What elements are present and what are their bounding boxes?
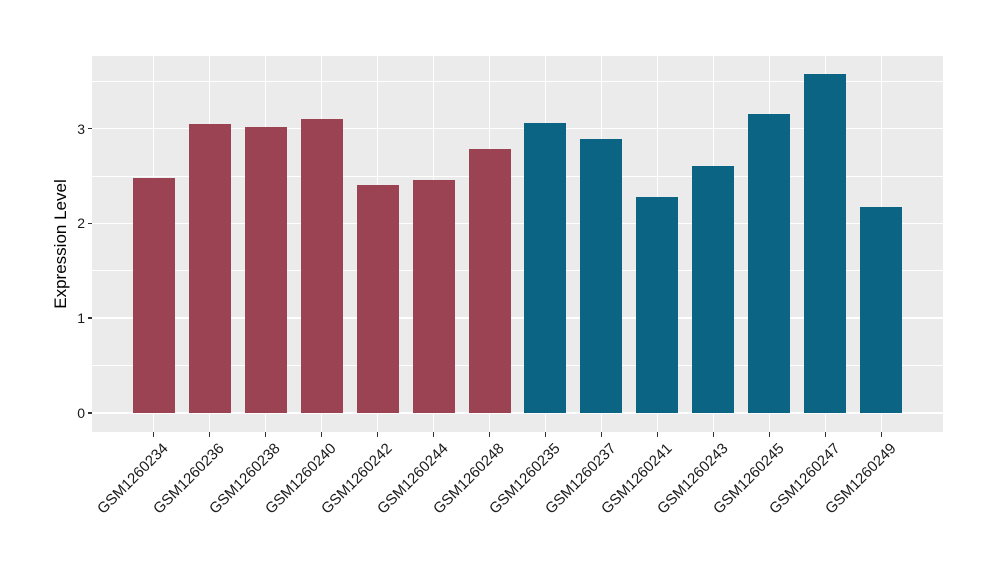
bar-GSM1260244 — [412, 179, 455, 413]
y-tick-label: 3 — [77, 120, 85, 137]
major-gridline — [92, 317, 943, 319]
x-tick-mark — [208, 432, 211, 437]
bar-GSM1260240 — [300, 119, 343, 413]
major-gridline — [92, 127, 943, 130]
x-tick-mark — [712, 432, 715, 437]
bar-GSM1260243 — [692, 165, 735, 413]
y-tick-label: 1 — [77, 310, 85, 327]
minor-gridline — [92, 175, 943, 177]
y-tick-mark — [87, 127, 92, 130]
x-tick-mark — [432, 432, 435, 437]
bar-GSM1260234 — [132, 177, 175, 413]
bar-GSM1260248 — [468, 148, 511, 413]
minor-gridline — [92, 80, 943, 82]
x-tick-mark — [824, 432, 827, 437]
y-tick-label: 2 — [77, 215, 85, 232]
y-tick-mark — [87, 412, 92, 414]
y-axis-title: Expression Level — [51, 179, 70, 309]
x-tick-mark — [320, 432, 323, 437]
y-tick-mark — [87, 317, 92, 319]
bar-GSM1260247 — [804, 73, 847, 413]
plot-panel — [92, 56, 943, 432]
bar-GSM1260238 — [244, 126, 287, 413]
x-tick-mark — [600, 432, 603, 437]
minor-gridline — [92, 270, 943, 272]
x-tick-mark — [768, 432, 771, 437]
bar-GSM1260249 — [860, 207, 903, 413]
x-tick-mark — [376, 432, 379, 437]
y-tick-label: 0 — [77, 405, 85, 421]
bar-GSM1260235 — [524, 122, 567, 413]
major-gridline — [92, 222, 943, 225]
x-tick-mark — [880, 432, 883, 437]
bar-GSM1260242 — [356, 185, 399, 413]
x-tick-mark — [656, 432, 659, 437]
bar-GSM1260241 — [636, 196, 679, 413]
y-tick-mark — [87, 222, 92, 225]
bar-GSM1260245 — [748, 114, 791, 413]
x-tick-mark — [152, 432, 155, 437]
x-tick-mark — [488, 432, 491, 437]
bar-GSM1260236 — [188, 123, 231, 413]
major-gridline — [92, 412, 943, 414]
x-tick-mark — [544, 432, 547, 437]
bar-GSM1260237 — [580, 139, 623, 413]
minor-gridline — [92, 365, 943, 367]
x-tick-mark — [264, 432, 267, 437]
